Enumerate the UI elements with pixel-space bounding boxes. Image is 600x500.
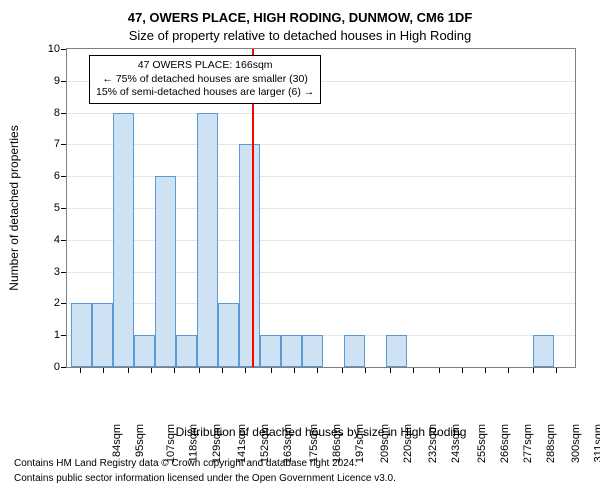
x-tick-mark	[128, 368, 129, 373]
y-tick-mark	[61, 272, 66, 273]
x-tick-mark	[271, 368, 272, 373]
x-tick-mark	[80, 368, 81, 373]
x-tick-mark	[222, 368, 223, 373]
gridline	[67, 240, 575, 241]
x-tick-mark	[556, 368, 557, 373]
histogram-bar	[533, 335, 554, 367]
x-tick-label: 232sqm	[427, 424, 439, 463]
x-tick-mark	[462, 368, 463, 373]
y-tick-mark	[61, 367, 66, 368]
y-tick-label: 6	[40, 170, 60, 182]
y-tick-label: 9	[40, 75, 60, 87]
y-tick-label: 1	[40, 329, 60, 341]
x-tick-label: 163sqm	[283, 424, 295, 463]
histogram-bar	[218, 303, 239, 367]
x-tick-mark	[508, 368, 509, 373]
x-tick-label: 277sqm	[522, 424, 534, 463]
y-tick-mark	[61, 208, 66, 209]
annotation-box: 47 OWERS PLACE: 166sqm ← 75% of detached…	[89, 55, 321, 104]
x-tick-label: 141sqm	[236, 424, 248, 463]
y-tick-label: 2	[40, 297, 60, 309]
gridline	[67, 144, 575, 145]
x-tick-label: 186sqm	[331, 424, 343, 463]
histogram-bar	[113, 113, 134, 367]
x-tick-mark	[174, 368, 175, 373]
histogram-bar	[176, 335, 197, 367]
y-tick-mark	[61, 303, 66, 304]
x-tick-label: 175sqm	[308, 424, 320, 463]
x-tick-label: 288sqm	[545, 424, 557, 463]
histogram-bar	[302, 335, 323, 367]
x-tick-mark	[413, 368, 414, 373]
histogram-bar	[197, 113, 218, 367]
gridline	[67, 176, 575, 177]
x-tick-label: 300sqm	[570, 424, 582, 463]
annotation-line3: 15% of semi-detached houses are larger (…	[96, 86, 314, 100]
histogram-bar	[92, 303, 113, 367]
x-tick-mark	[151, 368, 152, 373]
histogram-bar	[134, 335, 155, 367]
x-tick-mark	[245, 368, 246, 373]
footer-line1: Contains HM Land Registry data © Crown c…	[14, 458, 357, 469]
annotation-line2: ← 75% of detached houses are smaller (30…	[96, 73, 314, 87]
x-tick-label: 266sqm	[499, 424, 511, 463]
y-tick-label: 10	[40, 43, 60, 55]
gridline	[67, 272, 575, 273]
histogram-bar	[260, 335, 281, 367]
x-tick-label: 129sqm	[211, 424, 223, 463]
histogram-bar	[344, 335, 365, 367]
x-tick-label: 95sqm	[134, 424, 146, 457]
gridline	[67, 303, 575, 304]
y-tick-mark	[61, 240, 66, 241]
x-tick-mark	[342, 368, 343, 373]
x-tick-mark	[390, 368, 391, 373]
x-tick-label: 118sqm	[187, 424, 199, 462]
x-tick-mark	[533, 368, 534, 373]
y-tick-label: 8	[40, 107, 60, 119]
footer-line2: Contains public sector information licen…	[14, 473, 396, 484]
x-tick-label: 255sqm	[476, 424, 488, 463]
y-tick-label: 0	[40, 361, 60, 373]
x-tick-mark	[294, 368, 295, 373]
histogram-bar	[386, 335, 407, 367]
plot-area: 47 OWERS PLACE: 166sqm ← 75% of detached…	[66, 48, 576, 368]
x-tick-mark	[199, 368, 200, 373]
x-tick-label: 84sqm	[111, 424, 123, 457]
x-tick-label: 197sqm	[354, 424, 366, 463]
x-tick-mark	[103, 368, 104, 373]
x-tick-label: 209sqm	[379, 424, 391, 463]
y-tick-mark	[61, 335, 66, 336]
histogram-bar	[281, 335, 302, 367]
x-tick-label: 243sqm	[451, 424, 463, 463]
y-tick-label: 3	[40, 266, 60, 278]
annotation-line1: 47 OWERS PLACE: 166sqm	[96, 59, 314, 73]
histogram-bar	[71, 303, 92, 367]
y-tick-mark	[61, 113, 66, 114]
x-tick-mark	[317, 368, 318, 373]
y-tick-label: 7	[40, 138, 60, 150]
y-tick-mark	[61, 49, 66, 50]
y-tick-mark	[61, 176, 66, 177]
x-tick-mark	[365, 368, 366, 373]
x-tick-label: 152sqm	[259, 424, 271, 463]
histogram-bar	[155, 176, 176, 367]
title-subtitle: Size of property relative to detached ho…	[0, 28, 600, 43]
title-address: 47, OWERS PLACE, HIGH RODING, DUNMOW, CM…	[0, 10, 600, 25]
gridline	[67, 208, 575, 209]
x-tick-label: 220sqm	[402, 424, 414, 463]
x-tick-mark	[439, 368, 440, 373]
y-tick-mark	[61, 144, 66, 145]
histogram-bar	[239, 144, 260, 367]
x-tick-label: 311sqm	[592, 424, 600, 462]
y-tick-mark	[61, 81, 66, 82]
y-tick-label: 4	[40, 234, 60, 246]
y-tick-label: 5	[40, 202, 60, 214]
x-tick-mark	[485, 368, 486, 373]
y-axis-label: Number of detached properties	[7, 125, 21, 290]
gridline	[67, 113, 575, 114]
x-tick-label: 107sqm	[165, 424, 177, 463]
